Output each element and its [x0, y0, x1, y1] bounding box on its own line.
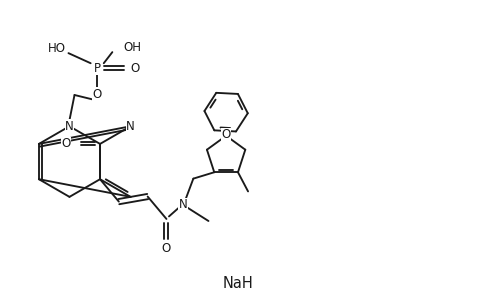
Text: P: P [94, 62, 101, 75]
Text: O: O [222, 128, 231, 141]
Text: N: N [126, 120, 135, 133]
Text: OH: OH [123, 41, 142, 54]
Text: NaH: NaH [223, 276, 254, 291]
Text: O: O [92, 88, 102, 101]
Text: N: N [65, 120, 74, 133]
Text: O: O [130, 62, 139, 75]
Text: HO: HO [48, 42, 66, 55]
Text: N: N [179, 198, 188, 211]
Text: O: O [162, 242, 171, 255]
Text: O: O [62, 137, 71, 150]
